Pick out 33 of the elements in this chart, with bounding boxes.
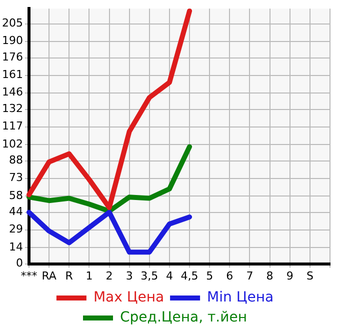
x-tick-label: 9 [286, 269, 294, 282]
x-tick-label: 4 [166, 269, 173, 282]
y-tick-label: 73 [8, 171, 23, 184]
y-tick-label: 14 [8, 240, 23, 254]
y-tick-label: 102 [2, 137, 23, 150]
y-tick-label: 190 [2, 34, 23, 48]
legend-label: Сред.Цена, т.йен [120, 310, 248, 326]
x-tick-label: 1 [86, 269, 93, 282]
y-tick-label: 0 [16, 256, 23, 270]
y-tick-label: 44 [8, 205, 23, 218]
y-tick-label: 161 [2, 68, 23, 82]
y-tick-label: 205 [2, 16, 23, 30]
x-tick-label: R [65, 269, 74, 282]
y-tick-label: 132 [2, 102, 23, 116]
x-tick-label: RA [42, 269, 57, 282]
x-tick-label: 3 [126, 269, 133, 282]
x-tick-label: *** [20, 269, 38, 282]
y-tick-label: 146 [2, 86, 23, 99]
legend-label: Max Цена [93, 290, 164, 306]
legend-label: Min Цена [207, 290, 274, 306]
y-tick-label: 176 [2, 50, 23, 64]
x-tick-label: 3,5 [140, 269, 158, 282]
y-tick-label: 29 [8, 222, 23, 236]
x-tick-label: 6 [226, 269, 234, 282]
x-tick-label: S [306, 269, 314, 282]
y-tick-label: 117 [2, 120, 23, 133]
x-tick-label: 5 [206, 269, 214, 282]
y-tick-label: 58 [8, 188, 23, 202]
x-tick-label: 8 [266, 269, 274, 282]
y-tick-label: 88 [8, 154, 23, 167]
x-tick-label: 7 [246, 269, 254, 282]
x-tick-label: 2 [106, 269, 113, 282]
x-tick-label: 4,5 [180, 269, 198, 282]
